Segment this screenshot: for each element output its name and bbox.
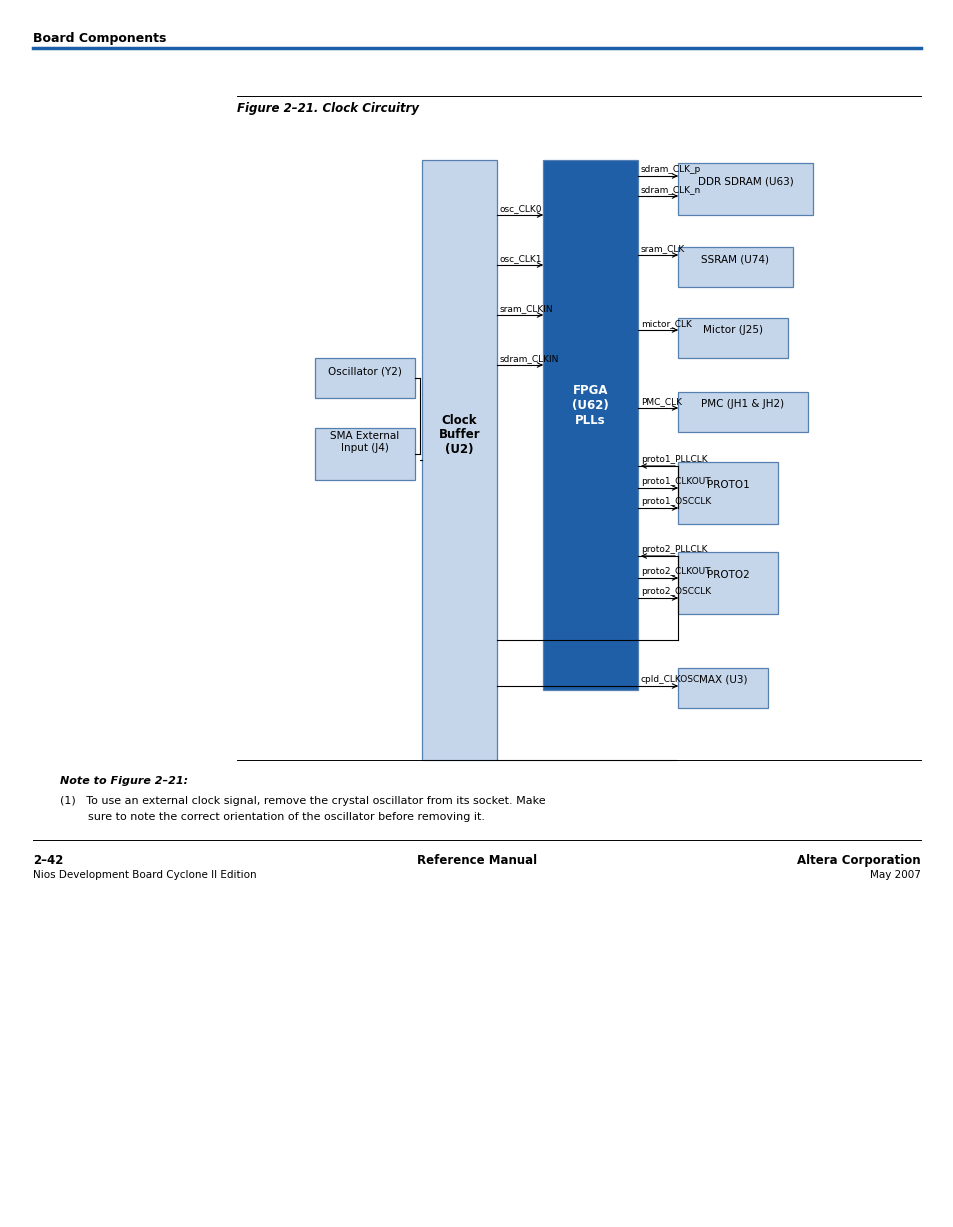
Text: 2–42: 2–42 bbox=[33, 854, 63, 867]
Text: cpld_CLKOSC: cpld_CLKOSC bbox=[640, 675, 700, 683]
Text: PROTO2: PROTO2 bbox=[706, 571, 749, 580]
Text: proto1_CLKOUT: proto1_CLKOUT bbox=[640, 477, 710, 486]
Text: sdram_CLK_n: sdram_CLK_n bbox=[640, 185, 700, 194]
Text: proto1_OSCCLK: proto1_OSCCLK bbox=[640, 497, 711, 506]
Text: osc_CLK0: osc_CLK0 bbox=[499, 204, 542, 213]
Text: Board Components: Board Components bbox=[33, 32, 166, 45]
Text: Oscillator (Y2): Oscillator (Y2) bbox=[328, 366, 401, 375]
Text: sram_CLKIN: sram_CLKIN bbox=[499, 304, 553, 313]
Bar bbox=[678, 463, 778, 524]
Bar bbox=[314, 358, 415, 398]
Text: (1)   To use an external clock signal, remove the crystal oscillator from its so: (1) To use an external clock signal, rem… bbox=[60, 796, 545, 806]
Bar bbox=[314, 428, 415, 480]
Text: SSRAM (U74): SSRAM (U74) bbox=[700, 254, 769, 264]
Text: sram_CLK: sram_CLK bbox=[640, 244, 684, 253]
Text: proto1_PLLCLK: proto1_PLLCLK bbox=[640, 455, 707, 464]
Text: sdram_CLKIN: sdram_CLKIN bbox=[499, 355, 558, 363]
Text: PMC (JH1 & JH2): PMC (JH1 & JH2) bbox=[700, 399, 783, 409]
Bar bbox=[678, 667, 767, 708]
Bar bbox=[678, 318, 787, 358]
Text: proto2_PLLCLK: proto2_PLLCLK bbox=[640, 545, 707, 555]
Text: May 2007: May 2007 bbox=[869, 870, 920, 880]
Text: proto2_CLKOUT: proto2_CLKOUT bbox=[640, 567, 710, 575]
Text: DDR SDRAM (U63): DDR SDRAM (U63) bbox=[697, 175, 793, 187]
Bar bbox=[421, 160, 497, 760]
Text: mictor_CLK: mictor_CLK bbox=[640, 319, 691, 328]
Text: proto2_OSCCLK: proto2_OSCCLK bbox=[640, 587, 710, 596]
Text: Reference Manual: Reference Manual bbox=[416, 854, 537, 867]
Text: Clock
Buffer
(U2): Clock Buffer (U2) bbox=[438, 413, 479, 456]
Bar bbox=[678, 163, 812, 215]
Text: PROTO1: PROTO1 bbox=[706, 480, 749, 490]
Text: MAX (U3): MAX (U3) bbox=[698, 675, 746, 685]
Text: FPGA
(U62)
PLLs: FPGA (U62) PLLs bbox=[572, 384, 608, 427]
Text: Mictor (J25): Mictor (J25) bbox=[702, 325, 762, 335]
Bar bbox=[678, 391, 807, 432]
Text: Altera Corporation: Altera Corporation bbox=[797, 854, 920, 867]
Text: Figure 2–21. Clock Circuitry: Figure 2–21. Clock Circuitry bbox=[236, 102, 418, 115]
Text: Note to Figure 2–21:: Note to Figure 2–21: bbox=[60, 775, 188, 787]
Text: sdram_CLK_p: sdram_CLK_p bbox=[640, 164, 700, 174]
Bar bbox=[542, 160, 638, 690]
Text: SMA External
Input (J4): SMA External Input (J4) bbox=[330, 431, 399, 453]
Text: Nios Development Board Cyclone II Edition: Nios Development Board Cyclone II Editio… bbox=[33, 870, 256, 880]
Bar bbox=[678, 247, 792, 287]
Bar bbox=[678, 552, 778, 614]
Text: osc_CLK1: osc_CLK1 bbox=[499, 254, 542, 263]
Text: PMC_CLK: PMC_CLK bbox=[640, 398, 681, 406]
Text: sure to note the correct orientation of the oscillator before removing it.: sure to note the correct orientation of … bbox=[60, 812, 484, 822]
